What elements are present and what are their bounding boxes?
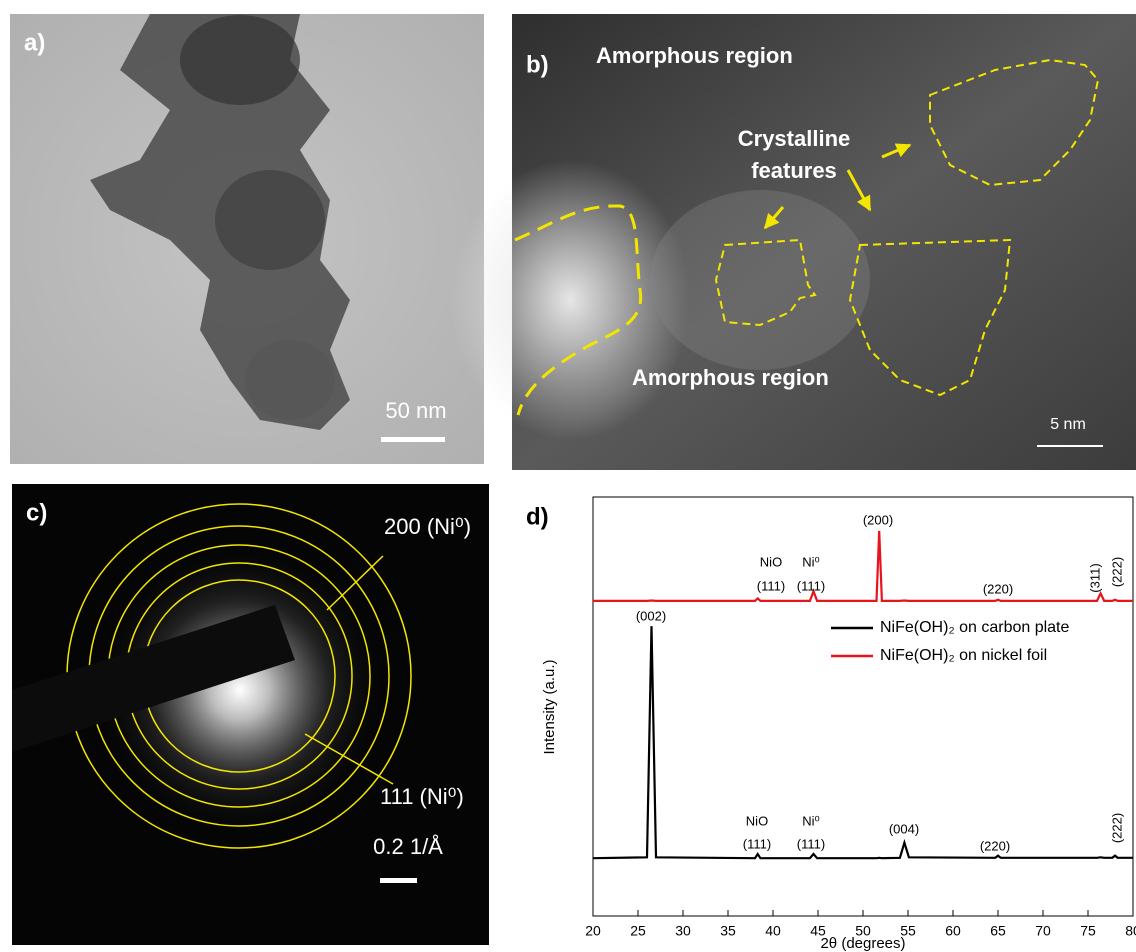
bright-region — [450, 160, 690, 440]
panel-label: c) — [26, 499, 47, 526]
scale-bar-label: 50 nm — [385, 398, 446, 423]
peak-label: (220) — [983, 581, 1013, 596]
peak-label: Ni⁰ — [802, 813, 820, 828]
legend-label: NiFe(OH)₂ on carbon plate — [880, 619, 1070, 636]
peak-label: (220) — [980, 838, 1010, 853]
feature-label: features — [751, 158, 837, 183]
data-line — [592, 626, 1133, 860]
scale-bar — [1037, 445, 1103, 447]
scale-bar — [380, 878, 417, 883]
x-tick-label: 25 — [630, 923, 646, 939]
peak-label: (311) — [1087, 563, 1102, 592]
x-tick-label: 75 — [1080, 923, 1096, 939]
particle — [215, 170, 325, 270]
region-outline — [714, 238, 817, 327]
peak-label: (111) — [797, 836, 825, 851]
peak-label: NiO — [760, 554, 782, 569]
panel-label: b) — [526, 51, 549, 78]
arrow — [881, 143, 912, 159]
leader-line — [304, 733, 394, 785]
feature-label: Crystalline — [738, 126, 851, 151]
legend-label: NiFe(OH)₂ on nickel foil — [880, 647, 1047, 664]
region-outline — [848, 238, 1012, 397]
region-outline — [514, 204, 643, 416]
peak-label: Ni⁰ — [802, 554, 820, 569]
ring-label: 111 (Ni⁰) — [380, 784, 464, 809]
panel-label: d) — [526, 503, 549, 530]
peak-label: NiO — [746, 813, 768, 828]
x-tick-label: 55 — [900, 923, 916, 939]
scale-bar — [381, 437, 445, 442]
panel-a: a) 50 nm — [10, 14, 484, 464]
arrow — [846, 169, 872, 212]
x-tick-label: 35 — [720, 923, 736, 939]
leader-line — [326, 555, 384, 611]
x-tick-label: 40 — [765, 923, 781, 939]
peak-label: (111) — [743, 836, 771, 851]
panel-c: c) 200 (Ni⁰) 111 (Ni⁰) 0.2 1/Å — [12, 484, 489, 945]
peak-label: (004) — [889, 821, 919, 836]
x-axis-label: 2θ (degrees) — [820, 935, 905, 952]
region-label: Amorphous region — [632, 365, 829, 390]
region-outline — [929, 58, 1100, 187]
peak-label: (002) — [636, 608, 666, 623]
beam-stop — [12, 605, 295, 752]
x-tick-label: 50 — [855, 923, 871, 939]
plot-frame — [592, 496, 1134, 917]
scale-bar-label: 0.2 1/Å — [373, 834, 443, 859]
scale-bar-label: 5 nm — [1050, 416, 1086, 433]
peak-label: (222) — [1109, 813, 1124, 843]
x-tick-label: 45 — [810, 923, 826, 939]
x-tick-label: 70 — [1035, 923, 1051, 939]
peak-label: (111) — [757, 578, 785, 593]
panel-d: d) 2θ (degrees) Intensity (a.u.) — [526, 496, 1134, 952]
panel-label: a) — [24, 29, 45, 56]
bright-region — [650, 190, 870, 370]
x-tick-label: 20 — [585, 923, 601, 939]
arrow — [763, 206, 785, 230]
peak-label: (200) — [863, 512, 893, 527]
x-tick-label: 65 — [990, 923, 1006, 939]
particle — [180, 15, 300, 105]
x-tick-label: 60 — [945, 923, 961, 939]
ring-label: 200 (Ni⁰) — [384, 514, 471, 539]
panel-b: b) Amorphous region Amorphous region Cry… — [450, 14, 1136, 470]
y-axis-label: Intensity (a.u.) — [541, 659, 558, 754]
x-tick-label: 80 — [1125, 923, 1136, 939]
peak-label: (111) — [797, 578, 825, 593]
region-label: Amorphous region — [596, 43, 793, 68]
peak-label: (222) — [1109, 557, 1124, 587]
data-line — [593, 530, 1133, 602]
x-tick-label: 30 — [675, 923, 691, 939]
particle — [245, 340, 335, 420]
